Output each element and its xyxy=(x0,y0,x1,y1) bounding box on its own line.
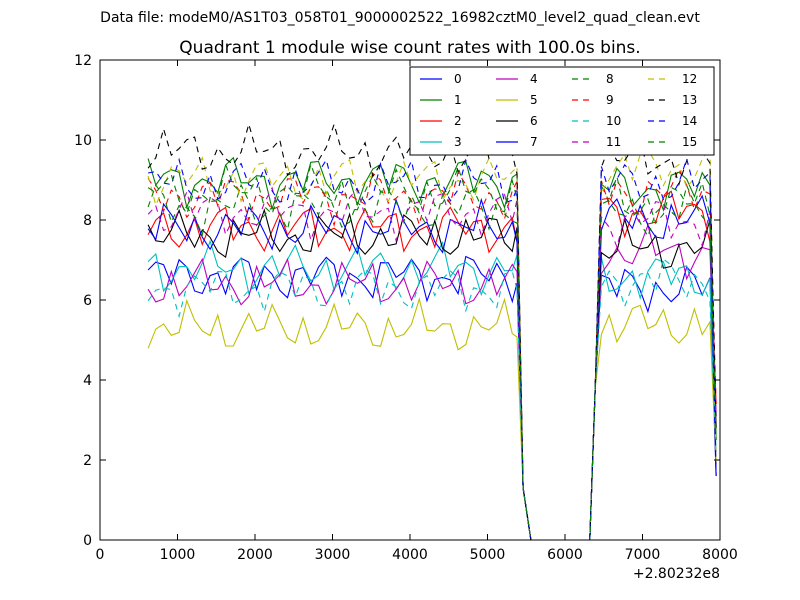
y-tick-label: 2 xyxy=(83,453,92,469)
series-line-4 xyxy=(147,223,717,541)
series-line-2 xyxy=(147,190,717,541)
figure-suptitle: Data file: modeM0/AS1T03_058T01_90000025… xyxy=(100,10,700,26)
y-tick-label: 8 xyxy=(83,213,92,229)
x-tick-label: 1000 xyxy=(160,547,196,563)
series-line-13 xyxy=(147,122,717,541)
series-line-15 xyxy=(147,162,717,541)
x-tick-label: 5000 xyxy=(470,547,506,563)
y-tick-label: 6 xyxy=(83,293,92,309)
legend-label-9: 9 xyxy=(606,93,614,107)
chart-title: Quadrant 1 module wise count rates with … xyxy=(179,38,640,58)
legend-label-13: 13 xyxy=(682,93,697,107)
series-line-11 xyxy=(147,186,717,541)
y-tick-label: 4 xyxy=(83,373,92,389)
series-line-8 xyxy=(147,183,717,541)
axes: 0 1000 2000 3000 4000 5000 6000 7000 80000246810… xyxy=(74,53,738,563)
legend-label-5: 5 xyxy=(530,93,538,107)
series-line-9 xyxy=(147,167,717,541)
series-line-7 xyxy=(147,194,717,541)
x-tick-label: 6000 xyxy=(547,547,583,563)
series-line-0 xyxy=(147,255,717,541)
y-tick-label: 0 xyxy=(83,533,92,549)
legend-label-15: 15 xyxy=(682,135,697,149)
x-tick-label: 2000 xyxy=(237,547,273,563)
series-line-10 xyxy=(147,258,717,541)
legend-label-12: 12 xyxy=(682,72,697,86)
series-line-3 xyxy=(147,239,717,541)
legend-label-0: 0 xyxy=(454,72,462,86)
x-tick-label: 8000 xyxy=(702,547,738,563)
x-tick-label: 4000 xyxy=(392,547,428,563)
series-line-5 xyxy=(147,297,717,541)
legend-label-6: 6 xyxy=(530,114,538,128)
legend-label-3: 3 xyxy=(454,135,462,149)
legend-label-1: 1 xyxy=(454,93,462,107)
legend-label-4: 4 xyxy=(530,72,538,86)
legend-label-2: 2 xyxy=(454,114,462,128)
series-line-14 xyxy=(147,156,717,541)
x-offset-label: +2.80232e8 xyxy=(633,566,720,582)
legend-label-14: 14 xyxy=(682,114,697,128)
y-tick-label: 12 xyxy=(74,53,92,69)
plot-lines xyxy=(147,122,717,541)
y-tick-label: 10 xyxy=(74,133,92,149)
x-tick-label: 0 xyxy=(96,547,105,563)
legend-label-7: 7 xyxy=(530,135,538,149)
series-line-6 xyxy=(147,208,717,541)
legend-frame xyxy=(409,66,715,156)
series-line-12 xyxy=(147,145,717,541)
x-tick-label: 7000 xyxy=(625,547,661,563)
legend-label-8: 8 xyxy=(606,72,614,86)
legend-label-11: 11 xyxy=(606,135,621,149)
legend-label-10: 10 xyxy=(606,114,621,128)
x-tick-label: 3000 xyxy=(315,547,351,563)
